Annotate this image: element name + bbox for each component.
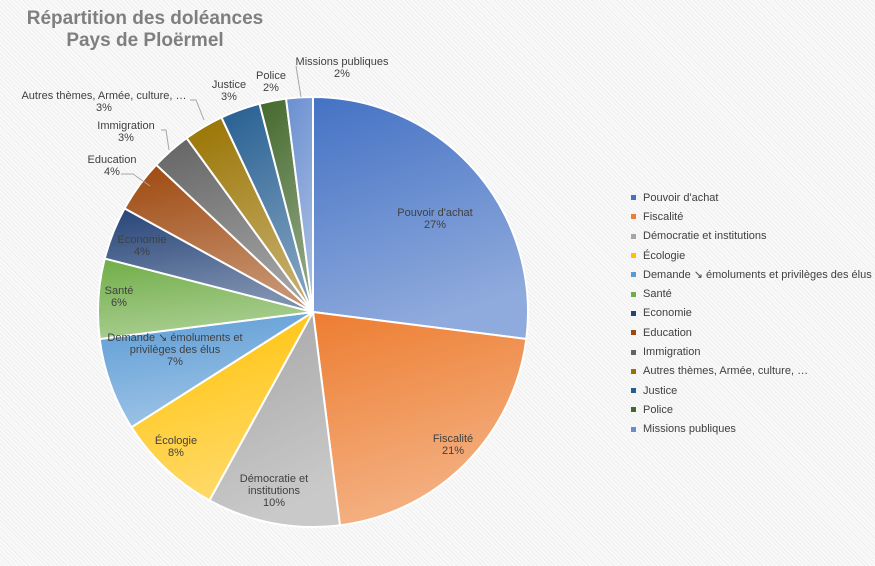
- legend-label: Missions publiques: [643, 423, 736, 436]
- pie-slice-ecologie[interactable]: [130, 311, 314, 502]
- legend-label: Immigration: [643, 346, 701, 359]
- legend-marker: [631, 368, 636, 374]
- legend-marker: [631, 291, 636, 297]
- data-label-ecologie: Écologie 8%: [155, 434, 197, 459]
- legend-item-economie[interactable]: Economie: [631, 304, 872, 323]
- legend-label: Police: [643, 403, 673, 416]
- data-label-economie: Economie 4%: [118, 234, 167, 258]
- pie-slices: [97, 95, 529, 528]
- data-label-sante: Santé 6%: [105, 285, 134, 309]
- data-label-immigration: Immigration 3%: [97, 120, 154, 144]
- data-label-pouvoir-d-achat: Pouvoir d'achat 27%: [397, 207, 472, 231]
- legend-marker: [631, 195, 636, 201]
- legend-marker: [631, 272, 636, 278]
- pie-chart: Pouvoir d'achat 27% Fiscalité 21% Démocratie…: [21, 56, 529, 528]
- legend-label: Justice: [643, 384, 678, 397]
- legend: Pouvoir d'achat Fiscalité Démocratie et in…: [631, 188, 872, 439]
- data-label-fiscalite: Fiscalité 21%: [433, 433, 473, 457]
- pie-slice-democratie-et-institutions[interactable]: [208, 308, 342, 528]
- legend-marker: [631, 253, 636, 259]
- leader-line-missions-publiques: [295, 65, 302, 98]
- legend-marker: [631, 407, 636, 413]
- legend-marker: [631, 349, 636, 355]
- data-label-demande-emoluments-et-privileges-des-elus: Demande ↘ émoluments et privilèges des él…: [107, 332, 242, 368]
- legend-item-education[interactable]: Education: [631, 323, 872, 342]
- legend-label: Autres thèmes, Armée, culture, …: [643, 365, 809, 378]
- chart-title-line-2: Pays de Ploërmel: [66, 30, 224, 51]
- chart-title-line-1: Répartition des doléances: [26, 8, 264, 29]
- leader-lines: [121, 65, 302, 187]
- legend-item-missions-publiques[interactable]: Missions publiques: [631, 420, 872, 439]
- pie-slice-pouvoir-d-achat[interactable]: [312, 95, 529, 341]
- legend-item-autres-themes-armee-culture[interactable]: Autres thèmes, Armée, culture, …: [631, 362, 872, 381]
- data-labels: Pouvoir d'achat 27% Fiscalité 21% Démocratie…: [21, 56, 473, 509]
- legend-marker: [631, 233, 636, 239]
- legend-item-immigration[interactable]: Immigration: [631, 342, 872, 361]
- leader-line-immigration: [161, 129, 170, 151]
- data-label-justice: Justice 3%: [212, 79, 246, 103]
- legend-marker: [631, 214, 636, 220]
- legend-item-ecologie[interactable]: Écologie: [631, 246, 872, 265]
- legend-marker: [631, 426, 636, 432]
- legend-label: Education: [643, 326, 692, 339]
- leader-line-education: [121, 173, 151, 187]
- leader-line-autres: [190, 99, 205, 121]
- legend-item-sante[interactable]: Santé: [631, 284, 872, 303]
- legend-item-democratie-et-institutions[interactable]: Démocratie et institutions: [631, 227, 872, 246]
- legend-marker: [631, 310, 636, 316]
- data-label-police: Police 2%: [256, 70, 286, 94]
- data-label-missions-publiques: Missions publiques 2%: [296, 56, 389, 80]
- legend-label: Pouvoir d'achat: [643, 191, 719, 204]
- data-label-democratie-et-institutions: Démocratie et institutions 10%: [240, 473, 308, 509]
- legend-marker: [631, 330, 636, 336]
- legend-label: Santé: [643, 288, 672, 301]
- legend-label: Economie: [643, 307, 692, 320]
- legend-item-justice[interactable]: Justice: [631, 381, 872, 400]
- legend-label: Écologie: [643, 249, 686, 262]
- pie-slice-fiscalite[interactable]: [311, 310, 528, 527]
- legend-item-fiscalite[interactable]: Fiscalité: [631, 207, 872, 226]
- legend-item-demande-emoluments-et-privileges-des-elus[interactable]: Demande ↘ émoluments et privilèges des é…: [631, 265, 872, 284]
- legend-label: Démocratie et institutions: [643, 230, 767, 243]
- data-label-autres-themes-armee-culture: Autres thèmes, Armée, culture, … 3%: [21, 90, 186, 114]
- legend-item-pouvoir-d-achat[interactable]: Pouvoir d'achat: [631, 188, 872, 207]
- legend-item-police[interactable]: Police: [631, 400, 872, 419]
- pie-slice-missions-publiques[interactable]: [284, 95, 314, 313]
- data-label-education: Education 4%: [88, 154, 137, 178]
- legend-label: Fiscalité: [643, 210, 684, 223]
- legend-marker: [631, 388, 636, 394]
- chart-title: Répartition des doléances Pays de Ploërm…: [0, 8, 290, 52]
- legend-label: Demande ↘ émoluments et privilèges des é…: [643, 269, 872, 282]
